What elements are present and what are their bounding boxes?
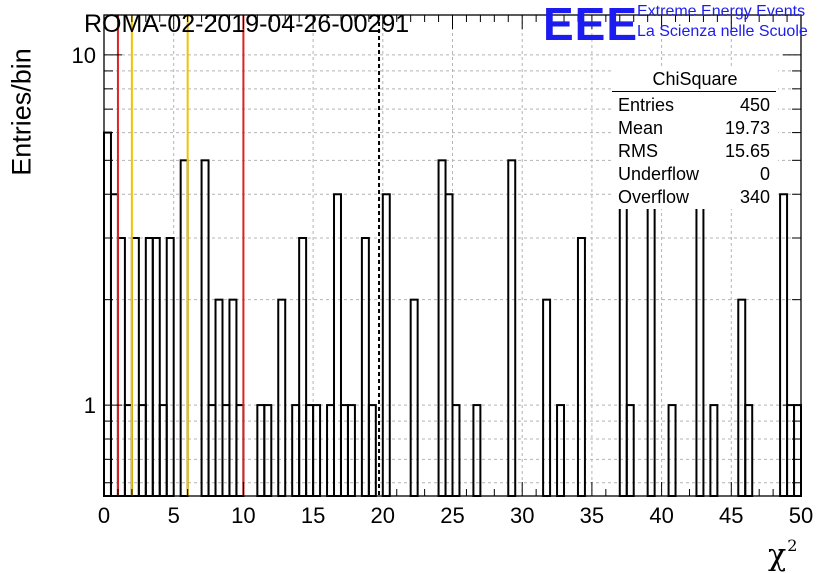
y-tick-label: 1: [84, 393, 96, 418]
histogram-bar: [360, 237, 370, 497]
x-axis-label: χ2: [768, 536, 798, 573]
histogram-bar: [109, 193, 119, 498]
histogram-bar: [618, 193, 628, 498]
histogram-bar: [542, 298, 552, 497]
stats-row: RMS 15.65: [612, 140, 778, 163]
histogram-bar: [228, 298, 238, 497]
x-tick-label: 15: [301, 503, 325, 528]
histogram-bar: [200, 159, 210, 497]
stats-row: Underflow 0: [612, 163, 778, 186]
axes: 0 5 10 15 20 25 30 35 40 45 50 1 10: [72, 14, 813, 528]
histogram-bar: [103, 131, 112, 497]
stats-label: Overflow: [618, 187, 690, 207]
histogram-bar: [437, 159, 447, 497]
reference-lines: [116, 15, 381, 496]
histogram-bar: [737, 298, 747, 497]
logo-line-1: Extreme Energy Events: [637, 3, 806, 20]
logo-line-2: La Scienza nelle Scuole: [637, 23, 808, 40]
histogram-bar: [151, 237, 161, 497]
histogram-bar: [277, 298, 287, 497]
histogram-bar: [409, 298, 419, 497]
histogram-bar: [116, 237, 126, 497]
stats-value: 340: [739, 187, 770, 207]
stats-value: 450: [739, 95, 770, 115]
histogram-bar: [144, 237, 154, 497]
x-tick-label: 50: [789, 503, 813, 528]
x-tick-label: 20: [371, 503, 395, 528]
histogram-bar: [333, 193, 342, 498]
stats-title: ChiSquare: [652, 69, 738, 89]
stats-row: Mean 19.73: [612, 117, 778, 140]
x-tick-label: 30: [510, 503, 534, 528]
stats-label: Mean: [618, 118, 664, 138]
histogram-bar: [298, 237, 308, 497]
x-tick-label: 0: [98, 503, 110, 528]
stats-label: RMS: [618, 141, 658, 161]
histogram-bar: [165, 237, 175, 497]
histogram-bar: [576, 237, 586, 497]
y-axis-label: Entries/bin: [6, 48, 37, 176]
histogram-bar: [779, 193, 789, 498]
y-tick-label: 10: [72, 43, 96, 68]
stats-divider: [612, 91, 776, 92]
x-tick-label: 45: [719, 503, 743, 528]
x-tick-label: 5: [168, 503, 180, 528]
x-tick-label: 40: [649, 503, 673, 528]
histogram-bar: [179, 159, 189, 497]
histogram-bar: [130, 237, 140, 497]
stats-label: Underflow: [618, 164, 700, 184]
stats-box: ChiSquare Entries 450 Mean 19.73 RMS 15.65 …: [612, 68, 778, 209]
stats-value: 19.73: [724, 118, 770, 138]
x-tick-label: 25: [440, 503, 464, 528]
stats-row: Entries 450: [612, 94, 778, 117]
histogram-bar: [214, 298, 224, 497]
logo-letters: EEE: [543, 0, 639, 50]
stats-value: 0: [759, 164, 770, 184]
stats-label: Entries: [618, 95, 675, 115]
histogram-bar: [507, 159, 517, 497]
x-tick-label: 35: [580, 503, 604, 528]
stats-value: 15.65: [724, 141, 770, 161]
histogram-bar: [444, 193, 454, 498]
chart-title: ROMA-02-2019-04-26-00291: [84, 10, 410, 38]
histogram-bar: [381, 193, 391, 498]
stats-row: Overflow 340: [612, 186, 778, 209]
histogram-bar: [646, 193, 656, 498]
x-tick-label: 10: [231, 503, 255, 528]
